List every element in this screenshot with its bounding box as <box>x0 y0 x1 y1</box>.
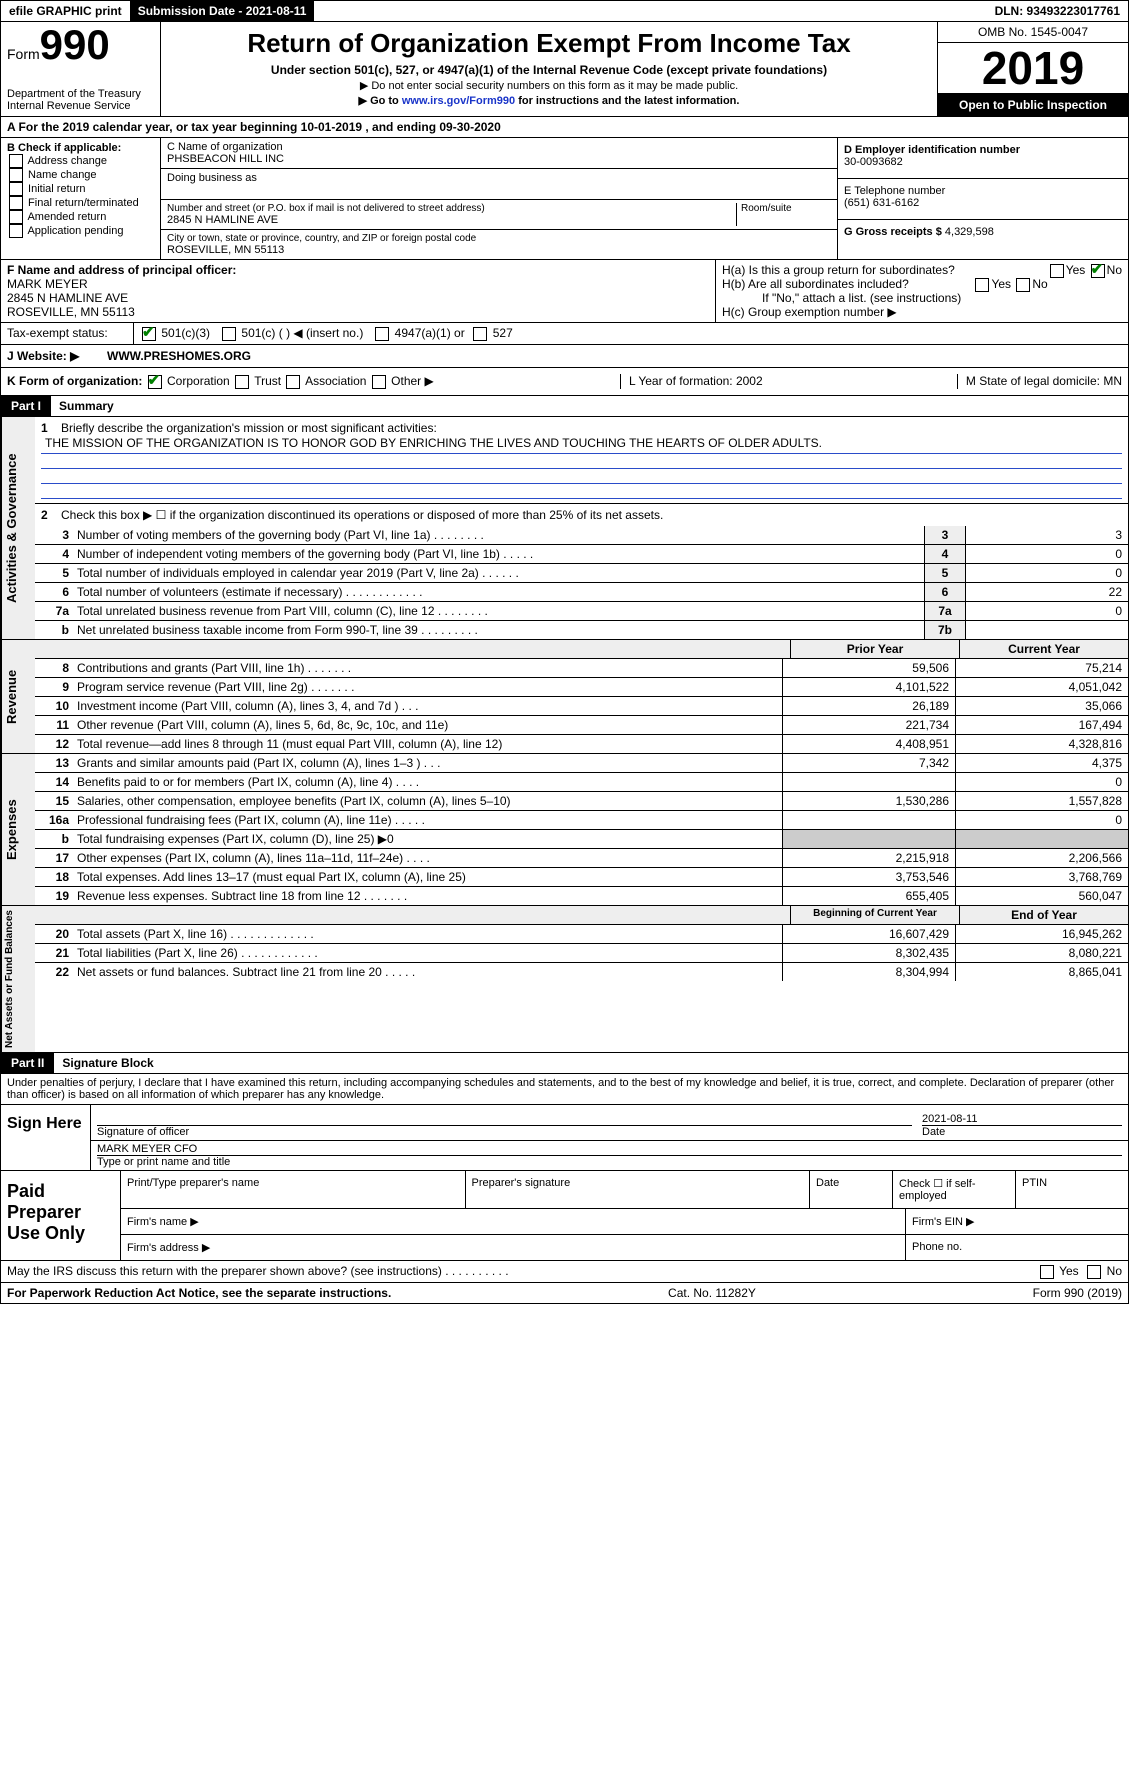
financial-row: 14Benefits paid to or for members (Part … <box>35 773 1128 792</box>
checkbox-option: Application pending <box>7 224 154 238</box>
summary-row: 4Number of independent voting members of… <box>35 545 1128 564</box>
financial-row: 20Total assets (Part X, line 16) . . . .… <box>35 925 1128 944</box>
website-url[interactable]: WWW.PRESHOMES.ORG <box>107 349 251 363</box>
cat-no: Cat. No. 11282Y <box>668 1286 756 1300</box>
financial-row: 8Contributions and grants (Part VIII, li… <box>35 659 1128 678</box>
form-title: Return of Organization Exempt From Incom… <box>167 28 931 59</box>
tax-exempt-row: Tax-exempt status: 501(c)(3) 501(c) ( ) … <box>0 323 1129 345</box>
financial-row: 10Investment income (Part VIII, column (… <box>35 697 1128 716</box>
org-name: PHSBEACON HILL INC <box>167 153 831 165</box>
financial-row: 16aProfessional fundraising fees (Part I… <box>35 811 1128 830</box>
street-address: 2845 N HAMLINE AVE <box>167 214 736 226</box>
part1-header: Part I Summary <box>0 396 1129 417</box>
netassets-section: Net Assets or Fund Balances Beginning of… <box>0 906 1129 1053</box>
governance-section: Activities & Governance 1Briefly describ… <box>0 417 1129 640</box>
declaration-text: Under penalties of perjury, I declare th… <box>0 1074 1129 1105</box>
summary-row: 5Total number of individuals employed in… <box>35 564 1128 583</box>
website-row: J Website: ▶ WWW.PRESHOMES.ORG <box>0 345 1129 368</box>
financial-row: 9Program service revenue (Part VIII, lin… <box>35 678 1128 697</box>
revenue-section: Revenue Prior Year Current Year 8Contrib… <box>0 640 1129 754</box>
financial-row: 11Other revenue (Part VIII, column (A), … <box>35 716 1128 735</box>
irs-link[interactable]: www.irs.gov/Form990 <box>402 95 515 107</box>
checkbox-option: Final return/terminated <box>7 196 154 210</box>
officer-h-row: F Name and address of principal officer:… <box>0 260 1129 323</box>
financial-row: 22Net assets or fund balances. Subtract … <box>35 963 1128 981</box>
mission-text: THE MISSION OF THE ORGANIZATION IS TO HO… <box>41 435 1122 454</box>
box-d-e-g: D Employer identification number 30-0093… <box>838 138 1128 259</box>
part2-header: Part II Signature Block <box>0 1053 1129 1074</box>
checkbox-option: Amended return <box>7 210 154 224</box>
department-label: Department of the Treasury Internal Reve… <box>7 88 154 112</box>
checkbox-option: Initial return <box>7 182 154 196</box>
telephone: (651) 631-6162 <box>844 197 1122 209</box>
year-formation: L Year of formation: 2002 <box>620 374 771 389</box>
box-f: F Name and address of principal officer:… <box>1 260 716 322</box>
financial-row: 17Other expenses (Part IX, column (A), l… <box>35 849 1128 868</box>
open-inspection: Open to Public Inspection <box>938 94 1128 116</box>
state-domicile: M State of legal domicile: MN <box>957 374 1122 389</box>
efile-label[interactable]: efile GRAPHIC print <box>1 1 130 21</box>
summary-row: 3Number of voting members of the governi… <box>35 526 1128 545</box>
entity-section: B Check if applicable: Address change Na… <box>0 138 1129 260</box>
501c3-checkbox[interactable] <box>142 327 156 341</box>
city-state-zip: ROSEVILLE, MN 55113 <box>167 244 831 256</box>
period-row: A For the 2019 calendar year, or tax yea… <box>0 117 1129 138</box>
financial-row: 18Total expenses. Add lines 13–17 (must … <box>35 868 1128 887</box>
sign-date: 2021-08-11 <box>922 1113 1122 1126</box>
financial-row: 15Salaries, other compensation, employee… <box>35 792 1128 811</box>
financial-row: 13Grants and similar amounts paid (Part … <box>35 754 1128 773</box>
financial-row: 12Total revenue—add lines 8 through 11 (… <box>35 735 1128 753</box>
checkbox-option: Name change <box>7 168 154 182</box>
sign-here-block: Sign Here Signature of officer 2021-08-1… <box>0 1105 1129 1171</box>
box-b: B Check if applicable: Address change Na… <box>1 138 161 259</box>
form-header: Form990 Department of the Treasury Inter… <box>0 22 1129 117</box>
top-bar: efile GRAPHIC print Submission Date - 20… <box>0 0 1129 22</box>
omb-number: OMB No. 1545-0047 <box>938 22 1128 43</box>
summary-row: 7aTotal unrelated business revenue from … <box>35 602 1128 621</box>
financial-row: 19Revenue less expenses. Subtract line 1… <box>35 887 1128 905</box>
officer-name: MARK MEYER CFO <box>97 1143 1122 1156</box>
financial-row: bTotal fundraising expenses (Part IX, co… <box>35 830 1128 849</box>
form-number: Form990 <box>7 26 154 64</box>
submission-date: Submission Date - 2021-08-11 <box>130 1 315 21</box>
checkbox-option: Address change <box>7 154 154 168</box>
summary-row: 6Total number of volunteers (estimate if… <box>35 583 1128 602</box>
form-footer: Form 990 (2019) <box>1033 1286 1122 1300</box>
irs-discuss-row: May the IRS discuss this return with the… <box>0 1261 1129 1283</box>
gross-receipts: 4,329,598 <box>945 226 994 238</box>
financial-row: 21Total liabilities (Part X, line 26) . … <box>35 944 1128 963</box>
paperwork-notice: For Paperwork Reduction Act Notice, see … <box>7 1286 391 1300</box>
dln-label: DLN: 93493223017761 <box>987 1 1128 21</box>
form-org-row: K Form of organization: Corporation Trus… <box>0 368 1129 396</box>
expenses-section: Expenses 13Grants and similar amounts pa… <box>0 754 1129 906</box>
box-h: H(a) Is this a group return for subordin… <box>716 260 1128 322</box>
form-subtitle: Under section 501(c), 527, or 4947(a)(1)… <box>167 63 931 77</box>
summary-row: bNet unrelated business taxable income f… <box>35 621 1128 639</box>
hint-ssn: ▶ Do not enter social security numbers o… <box>167 79 931 92</box>
box-c: C Name of organization PHSBEACON HILL IN… <box>161 138 838 259</box>
ein: 30-0093682 <box>844 156 1122 168</box>
paid-preparer-block: Paid Preparer Use Only Print/Type prepar… <box>0 1171 1129 1261</box>
tax-year: 2019 <box>938 43 1128 94</box>
hint-goto: ▶ Go to www.irs.gov/Form990 for instruct… <box>167 94 931 107</box>
